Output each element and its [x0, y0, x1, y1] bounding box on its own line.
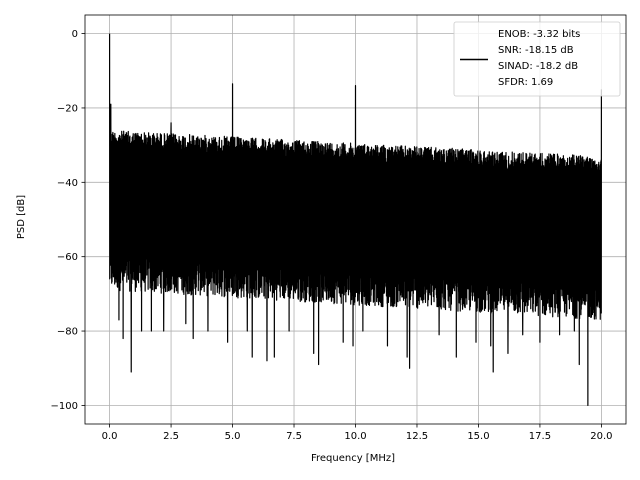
- x-tick-label: 0.0: [102, 431, 118, 442]
- axes: 0.0 2.5 5.0 7.5 10.0 12.5 15.0 17.5 20.0 0 −20 −40 −…: [51, 14, 627, 442]
- psd-line: [108, 33, 603, 407]
- x-axis-label: Frequency [MHz]: [311, 453, 395, 464]
- y-tick-label: −40: [57, 178, 78, 189]
- y-tick-label: −100: [51, 401, 78, 412]
- y-tick-label: −80: [57, 327, 78, 338]
- x-tick-label: 10.0: [344, 431, 366, 442]
- legend: ENOB: -3.32 bits SNR: -18.15 dB SINAD: -18…: [453, 21, 621, 97]
- legend-entry: ENOB: -3.32 bits: [498, 29, 580, 40]
- y-axis-label: PSD [dB]: [16, 195, 27, 239]
- legend-entry: SFDR: 1.69: [498, 77, 553, 88]
- x-tick-label: 5.0: [225, 431, 241, 442]
- x-tick-label: 17.5: [529, 431, 551, 442]
- legend-entry: SINAD: -18.2 dB: [498, 61, 578, 72]
- x-tick-label: 12.5: [406, 431, 428, 442]
- x-tick-label: 2.5: [163, 431, 179, 442]
- x-tick-label: 7.5: [286, 431, 302, 442]
- legend-box: [453, 21, 621, 97]
- y-tick-label: −60: [57, 252, 78, 263]
- y-tick-label: 0: [72, 29, 78, 40]
- psd-trace: [108, 33, 603, 407]
- y-tick-label: −20: [57, 103, 78, 114]
- x-tick-label: 20.0: [590, 431, 612, 442]
- x-tick-label: 15.0: [467, 431, 489, 442]
- legend-entry: SNR: -18.15 dB: [498, 45, 574, 56]
